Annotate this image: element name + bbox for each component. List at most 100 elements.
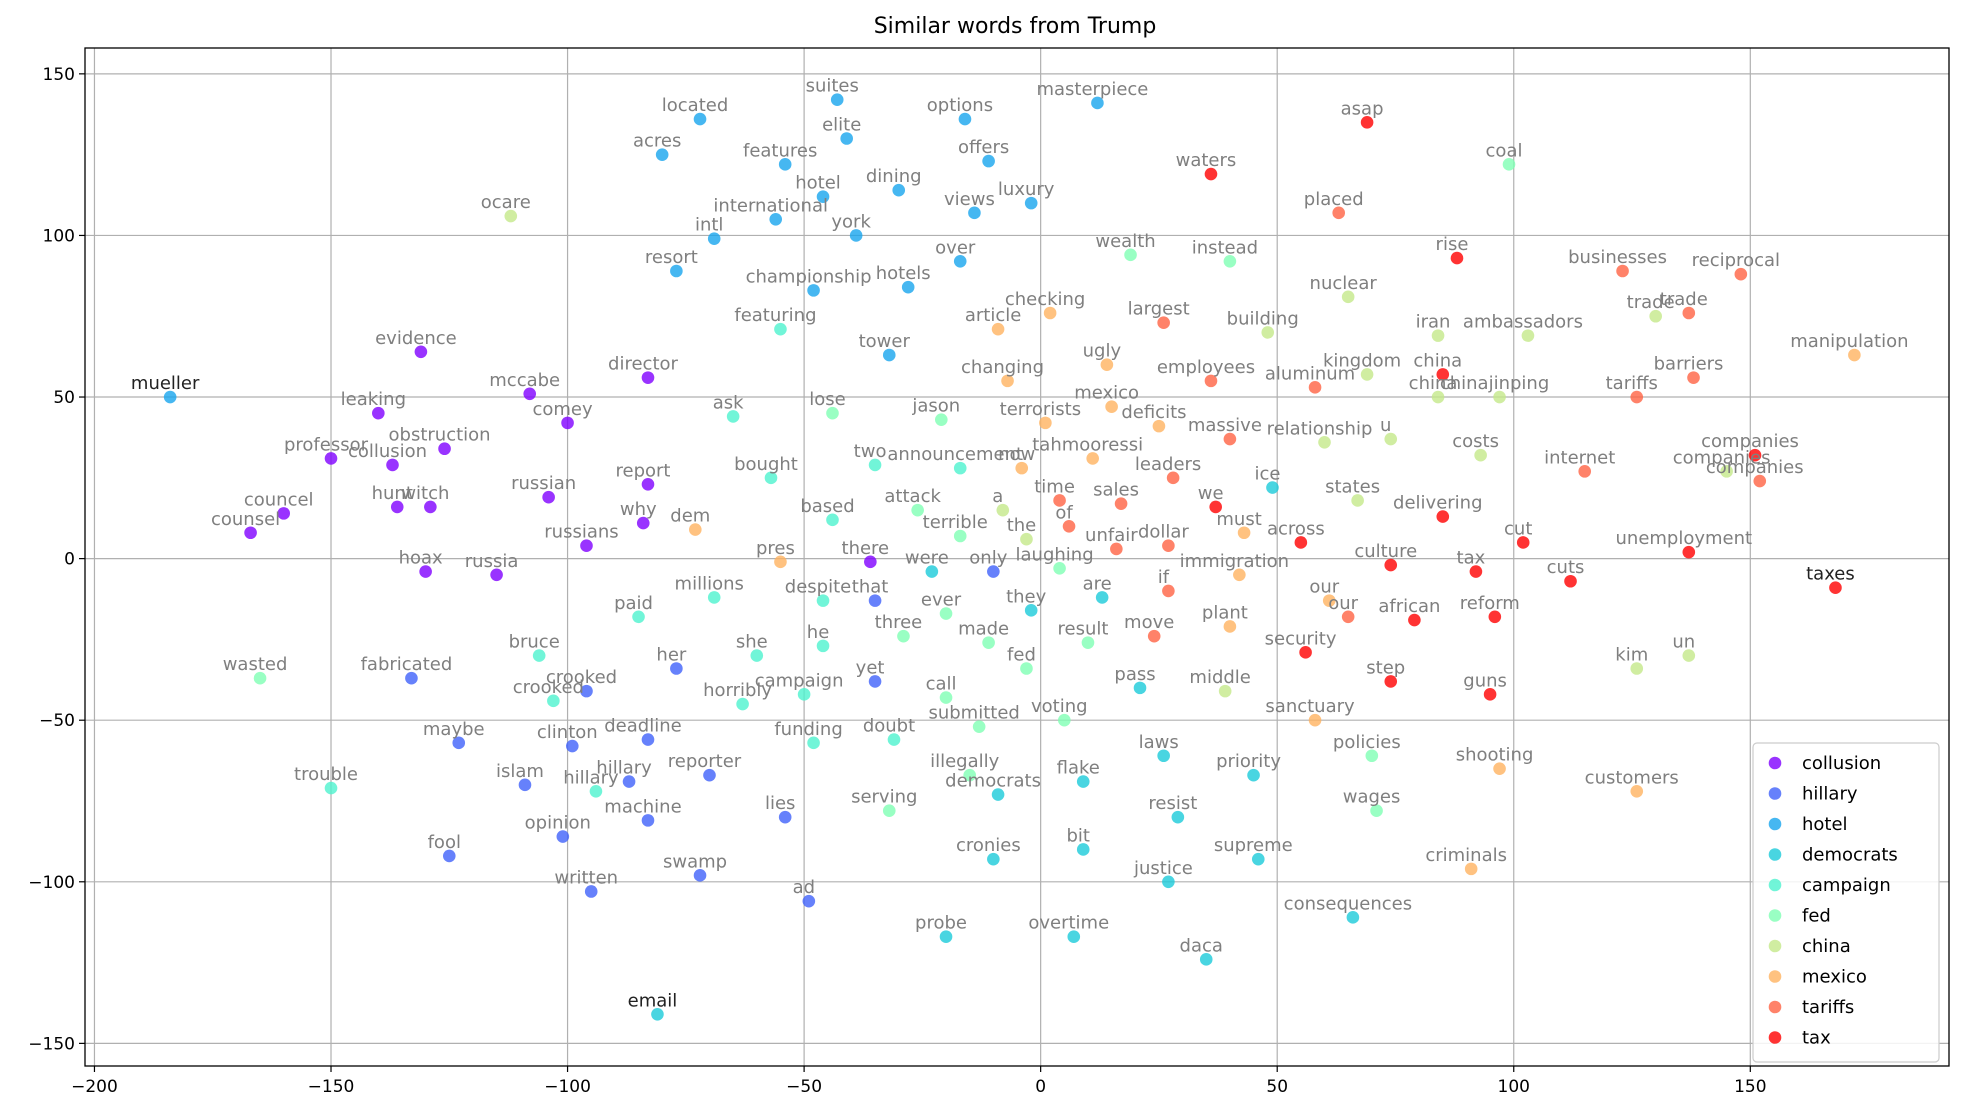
point-hillary-opinion	[556, 830, 570, 843]
point-label: states	[1325, 476, 1380, 497]
point-label: fool	[428, 832, 461, 853]
point-label: located	[662, 95, 729, 116]
point-label: bruce	[509, 632, 560, 653]
point-fed-wasted	[253, 671, 267, 685]
point-label: russians	[544, 522, 618, 543]
point-label: maybe	[423, 719, 485, 740]
point-label: instead	[1192, 237, 1258, 258]
point-label: report	[615, 460, 670, 481]
point-democrats-consequences	[1346, 911, 1360, 924]
point-label: laws	[1139, 732, 1179, 753]
point-fed-made	[982, 636, 995, 649]
point-china-ocare	[504, 209, 518, 223]
point-campaign-announcement	[953, 461, 967, 475]
point-tariffs-largest	[1157, 316, 1170, 329]
point-fed-coal	[1502, 158, 1516, 171]
point-tariffs-businesses	[1616, 264, 1629, 278]
point-hotel-mueller	[163, 390, 177, 404]
point-label: there	[842, 538, 890, 559]
point-label: democrats	[945, 771, 1041, 792]
point-fed-submitted	[972, 720, 986, 733]
point-campaign-he	[816, 639, 830, 653]
point-label: bought	[734, 454, 798, 475]
point-tariffs-companies	[1753, 474, 1767, 488]
point-label: york	[831, 211, 871, 232]
point-tariffs-leaders	[1166, 471, 1180, 485]
legend-label: fed	[1802, 906, 1831, 927]
point-campaign-ask	[726, 410, 740, 423]
point-fed-instead	[1223, 254, 1237, 268]
point-label: our	[1309, 577, 1339, 598]
point-hotel-masterpiece	[1091, 96, 1104, 110]
point-mexico-mexico	[1105, 400, 1118, 414]
point-label: asap	[1341, 98, 1384, 119]
point-label: of	[1055, 502, 1073, 523]
point-label: we	[1198, 483, 1224, 504]
point-label: russia	[465, 551, 519, 572]
point-collusion-hoax	[419, 565, 432, 578]
point-label: resist	[1148, 793, 1197, 814]
point-label: clinton	[537, 722, 598, 743]
point-label: internet	[1544, 447, 1615, 468]
point-campaign-hillary	[589, 785, 603, 798]
point-label: mexico	[1074, 383, 1139, 404]
point-hillary-lies	[778, 810, 792, 824]
point-label: deficits	[1121, 402, 1186, 423]
point-collusion-mccabe	[523, 387, 537, 401]
point-campaign-campaign	[797, 688, 811, 701]
point-hotel-located	[693, 112, 707, 126]
point-label: only	[969, 548, 1007, 569]
x-tick-label: 100	[1498, 1077, 1530, 1097]
point-label: culture	[1354, 541, 1417, 562]
point-label: unemployment	[1616, 528, 1753, 549]
y-tick-label: −150	[28, 1034, 75, 1054]
point-label: three	[875, 612, 923, 633]
point-democrats-justice	[1162, 875, 1175, 889]
point-label: ever	[921, 590, 962, 611]
point-china-states	[1351, 494, 1364, 507]
point-mexico-manipulation	[1848, 348, 1861, 362]
point-label: sales	[1093, 480, 1139, 501]
point-label: leaking	[341, 389, 406, 410]
point-campaign-doubt	[887, 733, 901, 746]
point-tariffs-barriers	[1687, 371, 1700, 384]
point-label: reporter	[668, 751, 742, 772]
legend-marker	[1768, 909, 1782, 922]
point-label: voting	[1031, 696, 1088, 717]
data-points	[163, 93, 1861, 1021]
point-label: yet	[856, 657, 885, 678]
point-label: mueller	[131, 373, 200, 394]
point-hotel-acres	[655, 148, 669, 161]
point-hillary-crooked	[580, 684, 593, 698]
point-democrats-are	[1095, 591, 1109, 604]
point-campaign-bruce	[532, 649, 546, 662]
point-label: probe	[915, 913, 967, 934]
point-label: submitted	[928, 703, 1019, 724]
point-campaign-horribly	[736, 697, 749, 711]
point-democrats-cronies	[987, 852, 1000, 866]
point-democrats-were	[925, 565, 939, 578]
point-label: result	[1057, 619, 1108, 640]
point-label: tax	[1457, 548, 1486, 569]
legend: collusion hillary hotel democrats campaign fe…	[1752, 742, 1940, 1063]
point-mexico-plant	[1223, 620, 1237, 633]
point-tariffs-placed	[1332, 206, 1346, 220]
point-label: placed	[1304, 189, 1364, 210]
point-label: guns	[1463, 670, 1507, 691]
point-label: her	[656, 644, 686, 665]
point-collusion-counsel	[244, 526, 257, 540]
point-label: made	[958, 619, 1009, 640]
point-label: iran	[1416, 312, 1451, 333]
point-fed-wealth	[1124, 248, 1137, 262]
point-tariffs-time	[1053, 494, 1066, 507]
point-label: pass	[1114, 664, 1155, 685]
point-label: security	[1265, 628, 1337, 649]
point-hillary-hillary	[622, 775, 636, 788]
y-tick-label: −50	[39, 711, 75, 731]
point-tariffs-employees	[1204, 374, 1218, 388]
point-china-un	[1682, 649, 1696, 662]
y-tick-label: −100	[28, 873, 75, 893]
point-tax-culture	[1384, 558, 1398, 572]
point-label: lose	[809, 389, 845, 410]
point-mexico-shooting	[1493, 762, 1506, 775]
